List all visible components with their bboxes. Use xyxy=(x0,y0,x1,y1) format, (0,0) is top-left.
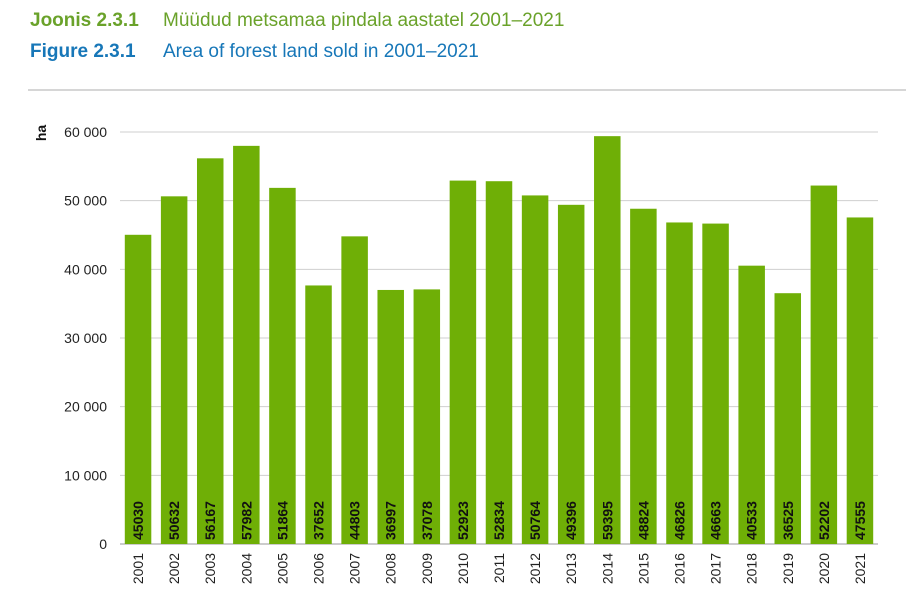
x-tick-label: 2016 xyxy=(671,553,687,584)
data-label: 47555 xyxy=(852,501,868,540)
bar-2019 xyxy=(774,293,802,544)
english-figure-title: Area of forest land sold in 2001–2021 xyxy=(163,41,479,62)
bar-2004 xyxy=(233,145,260,544)
x-tick-label: 2021 xyxy=(852,553,868,584)
bar-2017 xyxy=(702,223,729,544)
data-label: 51864 xyxy=(274,501,290,540)
estonian-figure-number: Joonis 2.3.1 xyxy=(30,10,139,31)
data-label: 59395 xyxy=(599,501,615,540)
bar-2010 xyxy=(449,180,477,544)
bar-2005 xyxy=(269,187,296,545)
bar-2012 xyxy=(521,195,549,544)
bar-2006 xyxy=(305,285,332,544)
x-tick-label: 2001 xyxy=(130,553,146,584)
y-tick-label: 30 000 xyxy=(64,330,107,346)
x-tick-label: 2008 xyxy=(383,553,399,584)
header-divider xyxy=(28,89,906,91)
x-tick-label: 2010 xyxy=(455,553,471,584)
data-label: 52834 xyxy=(491,501,507,540)
x-tick-label: 2009 xyxy=(419,553,435,584)
bar-2001 xyxy=(124,234,152,544)
bar-2018 xyxy=(738,265,765,544)
y-tick-label: 60 000 xyxy=(64,124,107,140)
bar-2003 xyxy=(196,158,224,544)
x-tick-label: 2012 xyxy=(527,553,543,584)
x-tick-label: 2019 xyxy=(780,553,796,584)
data-label: 46826 xyxy=(671,501,687,540)
y-axis-ticks: 0 10 000 20 000 30 000 40 000 50 000 60 000 xyxy=(64,124,107,552)
x-tick-label: 2018 xyxy=(744,553,760,584)
bar-2007 xyxy=(341,236,368,545)
bar-2009 xyxy=(413,289,441,544)
x-tick-label: 2004 xyxy=(238,553,254,584)
data-label: 56167 xyxy=(202,501,218,540)
data-label: 44803 xyxy=(347,501,363,540)
x-tick-label: 2014 xyxy=(599,553,615,584)
bar-2021 xyxy=(846,217,874,544)
x-tick-label: 2011 xyxy=(491,553,507,583)
data-label: 52923 xyxy=(455,501,471,540)
data-label: 50764 xyxy=(527,501,543,540)
bar-2016 xyxy=(666,222,693,544)
y-tick-label: 10 000 xyxy=(64,467,107,483)
estonian-figure-title: Müüdud metsamaa pindala aastatel 2001–20… xyxy=(163,10,565,31)
estonian-caption: Joonis 2.3.1 Müüdud metsamaa pindala aast… xyxy=(30,10,564,32)
data-label: 50632 xyxy=(166,501,182,540)
data-label: 37652 xyxy=(311,501,327,540)
data-label: 46663 xyxy=(708,501,724,540)
bar-2002 xyxy=(160,196,188,544)
data-label: 52202 xyxy=(816,501,832,540)
english-figure-number: Figure 2.3.1 xyxy=(30,41,136,62)
bar-2008 xyxy=(377,289,404,544)
bar-2015 xyxy=(630,208,657,544)
x-tick-label: 2015 xyxy=(635,553,651,584)
x-tick-label: 2007 xyxy=(347,553,363,584)
data-label: 48824 xyxy=(635,501,651,540)
data-label: 36525 xyxy=(780,501,796,540)
data-label: 37078 xyxy=(419,501,435,540)
y-tick-label: 20 000 xyxy=(64,399,107,415)
data-label: 57982 xyxy=(238,501,254,540)
x-tick-label: 2017 xyxy=(708,553,724,584)
x-axis-ticks: 2001 2002 2003 2004 2005 2006 2007 2008 2009 2010… xyxy=(130,553,868,584)
data-label: 45030 xyxy=(130,501,146,540)
y-tick-label: 0 xyxy=(99,536,107,552)
bar-2020 xyxy=(810,185,838,544)
data-label: 36997 xyxy=(383,501,399,540)
data-label: 40533 xyxy=(744,501,760,540)
data-label: 49396 xyxy=(563,501,579,540)
english-caption: Figure 2.3.1 Area of forest land sold in … xyxy=(30,41,479,63)
bars xyxy=(124,136,874,545)
bar-2014 xyxy=(594,136,621,544)
x-tick-label: 2013 xyxy=(563,553,579,584)
y-tick-label: 50 000 xyxy=(64,193,107,209)
x-tick-label: 2005 xyxy=(274,553,290,584)
x-tick-label: 2002 xyxy=(166,553,182,584)
x-tick-label: 2003 xyxy=(202,553,218,584)
y-tick-label: 40 000 xyxy=(64,261,107,277)
bar-2013 xyxy=(557,204,585,544)
x-tick-label: 2006 xyxy=(311,553,327,584)
x-tick-label: 2020 xyxy=(816,553,832,584)
bar-2011 xyxy=(485,181,513,544)
y-axis-label: ha xyxy=(33,125,49,142)
data-labels: 45030 50632 56167 57982 51864 37652 44803 36997… xyxy=(130,501,868,540)
